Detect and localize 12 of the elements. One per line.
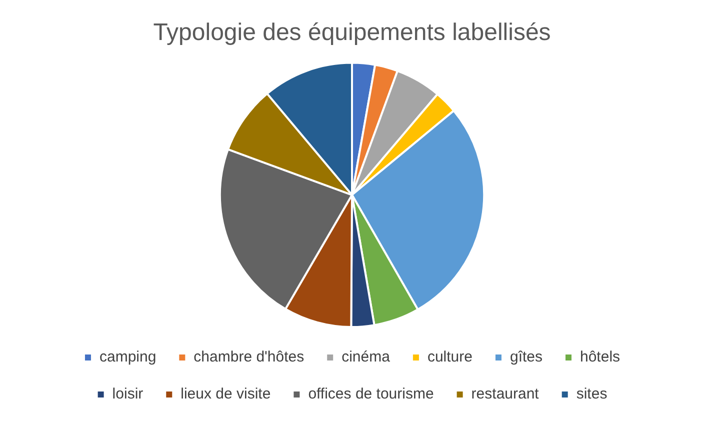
legend-label: camping [99,348,156,366]
legend-label: restaurant [471,386,540,403]
legend-label: chambre d'hôtes [194,348,304,366]
legend-label: culture [427,348,472,366]
legend-label: gîtes [510,348,543,366]
legend-label: hôtels [580,348,620,366]
legend-label: loisir [112,386,144,403]
legend-label: cinéma [342,348,391,366]
legend-label: sites [576,386,608,403]
legend-label: offices de tourisme [308,386,434,403]
chart-title: Typologie des équipements labellisés [153,19,551,46]
legend-label: lieux de visite [180,386,271,403]
